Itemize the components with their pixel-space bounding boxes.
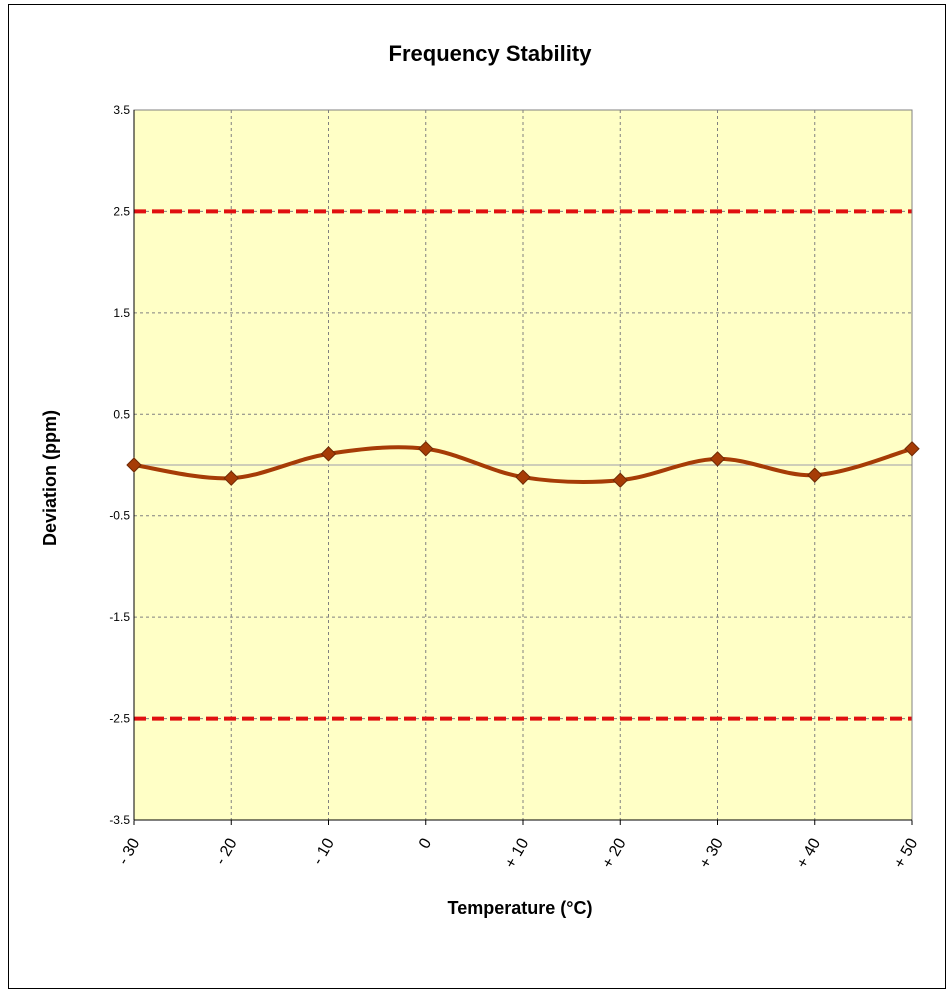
x-tick-label: - 30 — [115, 835, 144, 867]
data-point-diamond — [418, 441, 434, 457]
y-tick-label: -0.5 — [109, 509, 130, 523]
chart-title: Frequency Stability — [389, 41, 593, 66]
y-tick-label: 2.5 — [113, 204, 130, 218]
data-point-diamond — [126, 457, 142, 473]
x-tick-label: + 20 — [599, 835, 630, 871]
y-tick-label: -3.5 — [109, 813, 130, 827]
x-tick-label: + 40 — [794, 835, 825, 871]
x-tick-label: + 50 — [891, 835, 922, 871]
x-tick-label: - 10 — [309, 835, 338, 867]
data-point-diamond — [904, 441, 920, 457]
x-tick-label: - 20 — [212, 835, 241, 867]
x-tick-label: + 10 — [502, 835, 533, 871]
data-point-diamond — [223, 470, 239, 486]
x-tick-label: + 30 — [696, 835, 727, 871]
data-point-diamond — [709, 451, 726, 467]
x-tick-label: 0 — [416, 835, 435, 851]
y-tick-label: 3.5 — [113, 103, 130, 117]
y-tick-label: 1.5 — [113, 306, 130, 320]
y-tick-label: -1.5 — [109, 610, 130, 624]
data-point-diamond — [320, 446, 337, 462]
y-tick-label: -2.5 — [109, 712, 130, 726]
data-point-diamond — [612, 472, 628, 488]
data-point-diamond — [807, 467, 823, 483]
y-tick-label: 0.5 — [113, 407, 130, 421]
y-axis-title: Deviation (ppm) — [40, 410, 60, 546]
data-point-diamond — [515, 469, 531, 485]
x-axis-title: Temperature (°C) — [448, 898, 593, 918]
